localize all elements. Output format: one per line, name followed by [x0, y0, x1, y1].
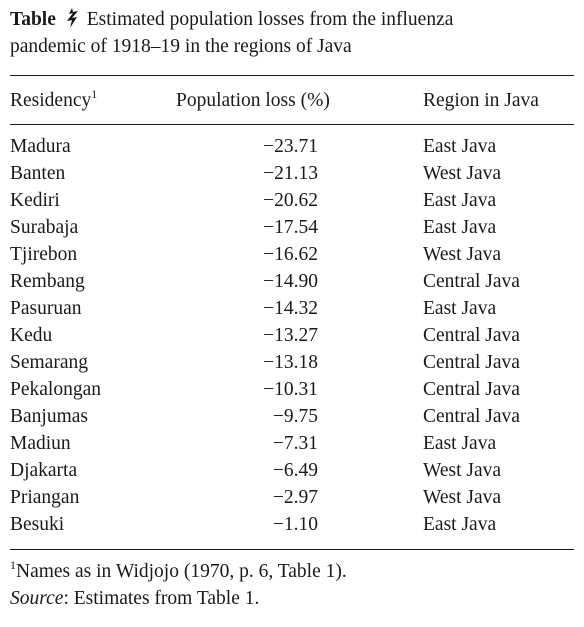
- header-residency-note: 1: [91, 87, 98, 101]
- top-rule: [10, 75, 574, 76]
- cell-region: West Java: [423, 460, 502, 481]
- cell-population-loss: −13.18: [263, 352, 318, 373]
- cell-population-loss: −14.32: [263, 298, 318, 319]
- cell-region: West Java: [423, 244, 502, 265]
- caption-text-line2: pandemic of 1918–19 in the regions of Ja…: [10, 36, 352, 57]
- table-row: Besuki −1.10 East Java: [10, 511, 574, 538]
- cell-residency: Surabaja: [10, 217, 79, 238]
- cell-population-loss: −16.62: [263, 244, 318, 265]
- cell-residency: Semarang: [10, 352, 88, 373]
- cell-residency: Madura: [10, 136, 71, 157]
- cell-residency: Pekalongan: [10, 379, 101, 400]
- cell-residency: Kedu: [10, 325, 53, 346]
- header-region: Region in Java: [423, 90, 539, 111]
- table-row: Kedu −13.27 Central Java: [10, 322, 574, 349]
- cell-region: Central Java: [423, 406, 520, 427]
- footnote-text: Names as in Widjojo (1970, p. 6, Table 1…: [16, 561, 347, 582]
- table-row: Priangan −2.97 West Java: [10, 484, 574, 511]
- cell-region: Central Java: [423, 325, 520, 346]
- cell-population-loss: −17.54: [263, 217, 318, 238]
- header-population-loss: Population loss (%): [176, 90, 330, 111]
- cell-region: Central Java: [423, 271, 520, 292]
- cell-population-loss: −7.31: [272, 433, 318, 454]
- header-rule: [10, 124, 574, 125]
- table-row: Pasuruan −14.32 East Java: [10, 295, 574, 322]
- cell-population-loss: −23.71: [263, 136, 318, 157]
- table-row: Banjumas −9.75 Central Java: [10, 403, 574, 430]
- cell-population-loss: −21.13: [263, 163, 318, 184]
- table-caption: Table Estimated population losses from t…: [10, 6, 574, 60]
- cell-residency: Banjumas: [10, 406, 88, 427]
- cell-region: Central Java: [423, 352, 520, 373]
- bottom-rule: [10, 549, 574, 550]
- table-row: Pekalongan −10.31 Central Java: [10, 376, 574, 403]
- cell-region: East Java: [423, 217, 497, 238]
- table-row: Madura −23.71 East Java: [10, 133, 574, 160]
- cell-residency: Kediri: [10, 190, 60, 211]
- footnote-marker: 1: [10, 558, 16, 572]
- cell-region: Central Java: [423, 379, 520, 400]
- table-source: Source: Estimates from Table 1.: [10, 585, 259, 612]
- table-row: Surabaja −17.54 East Java: [10, 214, 574, 241]
- cell-region: East Java: [423, 514, 497, 535]
- cell-residency: Rembang: [10, 271, 85, 292]
- header-residency: Residency1: [10, 87, 98, 111]
- cell-region: West Java: [423, 487, 502, 508]
- table-footnote: 1Names as in Widjojo (1970, p. 6, Table …: [10, 558, 347, 585]
- cell-residency: Madiun: [10, 433, 71, 454]
- cell-population-loss: −6.49: [272, 460, 318, 481]
- cell-population-loss: −9.75: [272, 406, 318, 427]
- cell-region: West Java: [423, 163, 502, 184]
- table-row: Rembang −14.90 Central Java: [10, 268, 574, 295]
- cell-region: East Java: [423, 136, 497, 157]
- cell-residency: Priangan: [10, 487, 80, 508]
- cell-residency: Djakarta: [10, 460, 78, 481]
- table-header-row: Residency1 Population loss (%) Region in…: [10, 87, 574, 114]
- table-row: Kediri −20.62 East Java: [10, 187, 574, 214]
- cell-residency: Besuki: [10, 514, 65, 535]
- cell-region: East Java: [423, 298, 497, 319]
- cell-population-loss: −2.97: [272, 487, 318, 508]
- table-number-glyph-icon: [63, 8, 81, 28]
- table-row: Banten −21.13 West Java: [10, 160, 574, 187]
- cell-population-loss: −10.31: [263, 379, 318, 400]
- cell-population-loss: −14.90: [263, 271, 318, 292]
- cell-population-loss: −13.27: [263, 325, 318, 346]
- table-row: Tjirebon −16.62 West Java: [10, 241, 574, 268]
- cell-residency: Banten: [10, 163, 66, 184]
- caption-label: Table: [10, 9, 56, 30]
- caption-text-line1: Estimated population losses from the inf…: [86, 9, 454, 30]
- cell-population-loss: −20.62: [263, 190, 318, 211]
- source-text: : Estimates from Table 1.: [63, 588, 260, 609]
- cell-residency: Tjirebon: [10, 244, 78, 265]
- table-row: Madiun −7.31 East Java: [10, 430, 574, 457]
- cell-population-loss: −1.10: [272, 514, 318, 535]
- source-label: Source: [10, 588, 64, 609]
- cell-residency: Pasuruan: [10, 298, 82, 319]
- table-row: Djakarta −6.49 West Java: [10, 457, 574, 484]
- cell-region: East Java: [423, 190, 497, 211]
- table-row: Semarang −13.18 Central Java: [10, 349, 574, 376]
- cell-region: East Java: [423, 433, 497, 454]
